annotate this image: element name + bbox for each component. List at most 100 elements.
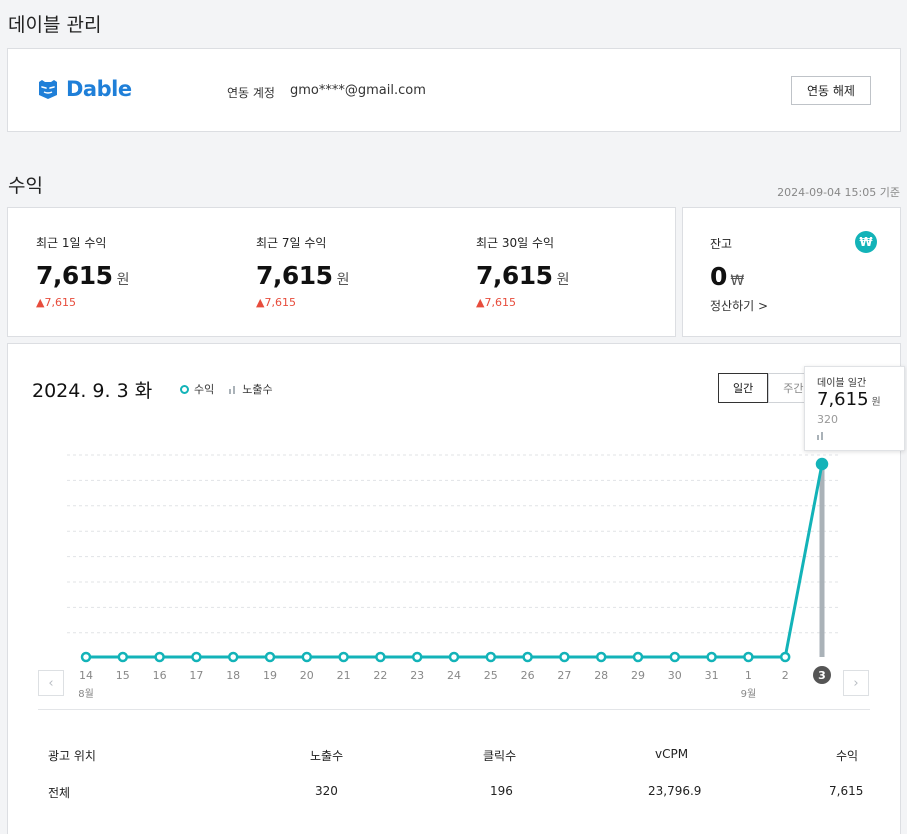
balance-card: 잔고 ₩ 0 ₩ 정산하기 > xyxy=(682,207,901,337)
page-title: 데이블 관리 xyxy=(8,14,102,36)
chevron-right-icon: › xyxy=(853,675,859,691)
revenue-point xyxy=(632,651,644,663)
legend-bar-icon xyxy=(228,385,237,394)
revenue-point xyxy=(411,651,423,663)
revenue-stats-card: 최근 1일 수익 7,615 원 ▲7,615 최근 7일 수익 7,615 원… xyxy=(7,207,676,337)
table-header-revenue: 수익 xyxy=(836,749,859,763)
revenue-line xyxy=(86,463,824,659)
revenue-point xyxy=(117,651,129,663)
tooltip-title: 데이블 일간 xyxy=(817,378,867,389)
stat-unit: 원 xyxy=(556,272,570,288)
revenue-point xyxy=(706,651,717,663)
table-cell-revenue: 7,615 xyxy=(829,784,864,798)
table-cell-impressions: 320 xyxy=(315,784,338,798)
revenue-point xyxy=(80,651,92,663)
balance-number: 0 xyxy=(710,262,728,291)
x-tick-label: 31 xyxy=(705,669,719,682)
stat-value: 7,615 원 xyxy=(36,261,129,290)
tooltip-unit: 원 xyxy=(871,397,881,408)
disconnect-button[interactable]: 연동 해제 xyxy=(791,76,871,105)
account-label: 연동 계정 xyxy=(227,86,275,100)
stat-unit: 원 xyxy=(336,272,350,288)
chart-prev-button[interactable]: ‹ xyxy=(38,670,64,696)
balance-label: 잔고 xyxy=(710,237,733,251)
won-icon: ₩ xyxy=(855,231,877,253)
chart-tooltip: 데이블 일간 7,615 원 320 xyxy=(804,366,905,451)
x-tick-label: 25 xyxy=(484,669,498,682)
chart-legend: 수익 노출수 xyxy=(180,381,273,397)
stat-delta: ▲7,615 xyxy=(256,296,296,309)
revenue-point xyxy=(264,651,276,663)
revenue-section-title: 수익 xyxy=(8,175,43,197)
revenue-point xyxy=(191,651,202,663)
stat-unit: 원 xyxy=(116,272,130,288)
month-label: 8월 xyxy=(78,688,94,700)
tooltip-number: 7,615 xyxy=(817,389,869,410)
revenue-point xyxy=(522,651,533,663)
x-tick-label: 14 xyxy=(79,669,93,682)
revenue-point xyxy=(779,651,791,663)
x-tick-label: 30 xyxy=(668,669,682,682)
revenue-point xyxy=(448,651,460,663)
legend-impressions: 노출수 xyxy=(228,381,273,397)
x-tick-label: 17 xyxy=(189,669,203,682)
table-divider xyxy=(38,709,870,710)
chevron-left-icon: ‹ xyxy=(48,675,54,691)
legend-revenue-label: 수익 xyxy=(194,383,215,396)
x-tick-label: 18 xyxy=(226,669,240,682)
table-header-position: 광고 위치 xyxy=(48,749,96,763)
revenue-point xyxy=(338,651,349,663)
selected-day-marker xyxy=(813,666,831,684)
x-tick-label: 26 xyxy=(521,669,535,682)
revenue-point xyxy=(559,651,570,663)
month-label: 9월 xyxy=(741,688,757,700)
stat-number: 7,615 xyxy=(256,261,333,290)
stat-delta: ▲7,615 xyxy=(36,296,76,309)
balance-value: 0 ₩ xyxy=(710,262,744,291)
table-header-clicks: 클릭수 xyxy=(483,749,517,763)
x-tick-label: 21 xyxy=(337,669,351,682)
tooltip-impressions: 320 xyxy=(817,413,838,426)
x-tick-label: 28 xyxy=(594,669,608,682)
table-cell-clicks: 196 xyxy=(490,784,513,798)
chart-card: 2024. 9. 3 화 수익 노출수 일간 주간 xyxy=(7,343,901,834)
revenue-point xyxy=(743,651,754,663)
revenue-point xyxy=(485,651,497,663)
partner-card: Dable 연동 계정 gmo****@gmail.com 연동 해제 xyxy=(7,48,901,132)
impression-bar xyxy=(819,464,825,657)
dable-logo: Dable xyxy=(36,77,132,101)
revenue-point xyxy=(375,651,386,663)
table-cell-position: 전체 xyxy=(48,786,71,800)
revenue-point xyxy=(154,651,165,663)
x-tick-label: 29 xyxy=(631,669,645,682)
stat-30day: 최근 30일 수익 7,615 원 ▲7,615 xyxy=(476,234,569,309)
stat-value: 7,615 원 xyxy=(476,261,569,290)
revenue-point xyxy=(815,457,829,471)
dable-logo-icon xyxy=(39,80,57,99)
chart-next-button[interactable]: › xyxy=(843,670,869,696)
tab-daily[interactable]: 일간 xyxy=(718,373,769,403)
table-header-vcpm: vCPM xyxy=(655,747,689,761)
account-value: gmo****@gmail.com xyxy=(290,83,426,98)
x-tick-label: 23 xyxy=(410,669,424,682)
stat-number: 7,615 xyxy=(36,261,113,290)
x-tick-label: 20 xyxy=(300,669,314,682)
legend-impressions-label: 노출수 xyxy=(242,383,273,396)
x-tick-label: 1 xyxy=(745,669,752,682)
stat-label: 최근 1일 수익 xyxy=(36,236,107,250)
revenue-point xyxy=(301,651,313,663)
revenue-point xyxy=(669,651,681,663)
stat-value: 7,615 원 xyxy=(256,261,349,290)
logo-text: Dable xyxy=(66,77,132,101)
x-tick-label: 16 xyxy=(153,669,167,682)
table-cell-vcpm: 23,796.9 xyxy=(648,784,702,798)
settle-link[interactable]: 정산하기 > xyxy=(710,299,769,313)
stat-7day: 최근 7일 수익 7,615 원 ▲7,615 xyxy=(256,234,349,309)
stat-label: 최근 30일 수익 xyxy=(476,236,555,250)
chart-date-title: 2024. 9. 3 화 xyxy=(32,380,153,402)
stat-number: 7,615 xyxy=(476,261,553,290)
bar-chart-icon xyxy=(817,431,827,440)
x-tick-label: 2 xyxy=(782,669,789,682)
stat-1day: 최근 1일 수익 7,615 원 ▲7,615 xyxy=(36,234,129,309)
